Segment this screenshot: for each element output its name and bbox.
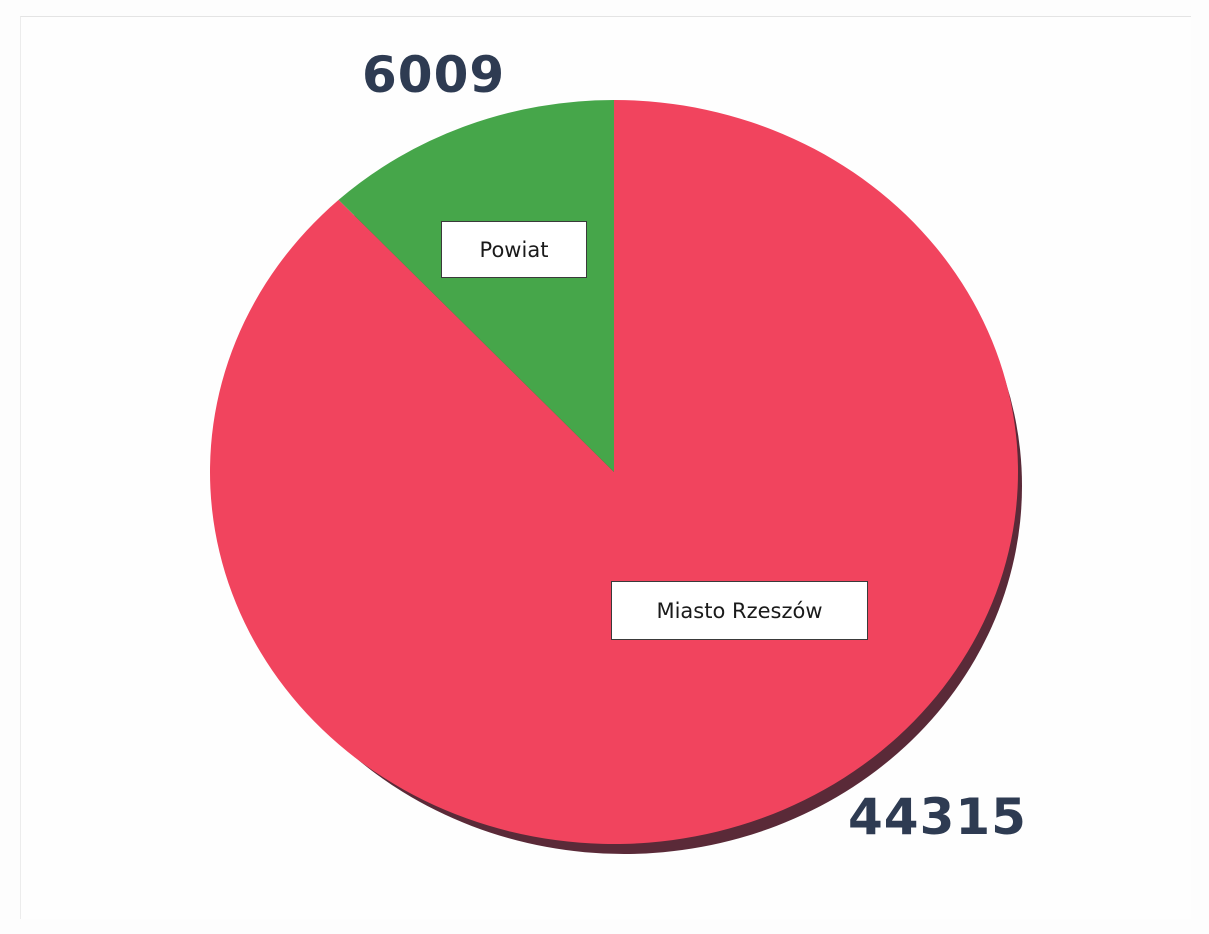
pie-slice-powiat xyxy=(338,100,614,472)
value-label-powiat: 6009 xyxy=(362,46,506,104)
category-label-powiat: Powiat xyxy=(441,221,587,278)
category-label-miasto-rzeszow: Miasto Rzeszów xyxy=(611,581,868,640)
value-label-miasto-rzeszow: 44315 xyxy=(848,788,1027,846)
